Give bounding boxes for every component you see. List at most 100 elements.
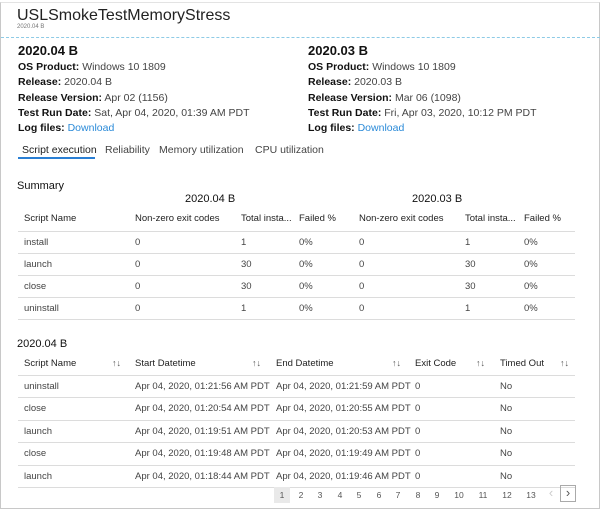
summary-heading: Summary [17,180,65,192]
info-label: Log files: [308,122,355,135]
summary-column-header[interactable]: Non-zero exit codes [135,213,220,224]
summary-cell: 0 [135,259,141,270]
details-column-header[interactable]: Script Name [24,358,77,369]
details-column-header[interactable]: Timed Out [500,358,544,369]
page-button-4[interactable]: 4 [337,490,343,500]
info-value: 2020.03 B [354,76,403,89]
info-value: Windows 10 1809 [372,61,456,73]
info-row: OS Product: Windows 10 1809 [18,60,250,75]
details-cell: Apr 04, 2020, 01:21:56 AM PDT [135,381,270,392]
info-row: Release: 2020.04 B [18,75,250,90]
summary-cell: 1 [465,303,471,314]
details-cell: close [24,403,47,415]
summary-cell: 0% [299,303,313,314]
details-heading: 2020.04 B [17,338,68,350]
summary-cell: 0% [524,259,538,270]
summary-column-header[interactable]: Failed % [299,213,336,224]
summary-cell: install [24,237,49,248]
next-page-icon[interactable]: › [560,485,576,502]
header-divider [1,37,600,38]
info-row: Test Run Date: Sat, Apr 04, 2020, 01:39 … [18,106,250,121]
summary-column-header[interactable]: Script Name [24,213,77,224]
page-button-9[interactable]: 9 [434,490,440,500]
row-divider [18,464,575,466]
details-cell: uninstall [24,381,59,392]
page-button-13[interactable]: 13 [526,490,536,500]
row-divider [18,442,575,444]
summary-cell: 0% [524,281,538,292]
summary-column-header[interactable]: Total insta... [241,213,292,224]
page-button-8[interactable]: 8 [415,490,421,500]
details-column-header[interactable]: End Datetime [276,358,334,369]
details-cell: Apr 04, 2020, 01:20:53 AM PDT [276,425,411,437]
page-button-1[interactable]: 1 [274,487,290,503]
page-subtitle: 2020.04 B [17,24,45,30]
download-link[interactable]: Download [67,122,115,135]
details-cell: 0 [415,381,421,392]
row-divider [18,297,575,298]
details-cell: 0 [415,470,421,482]
info-row: Release Version: Apr 02 (1156) [18,91,250,106]
page-button-5[interactable]: 5 [356,490,362,500]
page-title: USLSmokeTestMemoryStress [17,7,231,24]
summary-cell: 0 [359,303,365,314]
sort-icon[interactable]: ↑↓ [392,358,401,368]
info-row: Release: 2020.03 B [308,75,537,90]
details-cell: Apr 04, 2020, 01:20:54 AM PDT [135,403,270,415]
row-divider [18,397,575,399]
tab-script-execution[interactable]: Script execution [22,144,97,156]
row-divider [18,253,575,254]
info-label: OS Product: [18,61,80,73]
download-link[interactable]: Download [357,122,405,135]
summary-cell: 0 [359,259,365,270]
sort-icon[interactable]: ↑↓ [560,358,569,368]
info-label: Release: [308,76,352,89]
info-label: Test Run Date: [18,106,92,119]
details-cell: No [500,470,513,482]
page-button-10[interactable]: 10 [454,490,464,500]
summary-column-header[interactable]: Non-zero exit codes [359,213,444,224]
info-label: Release Version: [18,91,103,104]
page-button-2[interactable]: 2 [298,490,304,500]
row-divider [18,375,575,376]
page-button-12[interactable]: 12 [502,490,512,500]
build-info-1: 2020.03 B OS Product: Windows 10 1809 Rele… [308,43,537,136]
details-cell: launch [24,470,52,482]
tab-cpu-utilization[interactable]: CPU utilization [255,144,324,156]
details-column-header[interactable]: Start Datetime [135,358,196,369]
summary-cell: 0% [299,237,313,248]
info-row: Log files: Download [308,121,537,136]
details-cell: 0 [415,425,421,437]
tab-reliability[interactable]: Reliability [105,144,150,156]
summary-column-header[interactable]: Failed % [524,213,561,224]
info-value: 2020.04 B [64,76,113,89]
summary-column-header[interactable]: Total insta... [465,213,516,224]
page-button-11[interactable]: 11 [478,490,488,500]
page-button-7[interactable]: 7 [395,490,401,500]
summary-group-b: 2020.03 B [412,193,463,205]
info-label: Release Version: [308,91,393,104]
row-divider [18,231,575,232]
page-button-6[interactable]: 6 [376,490,382,500]
summary-cell: 0 [359,281,365,292]
details-cell: launch [24,425,52,437]
info-label: Release: [18,76,62,89]
details-cell: Apr 04, 2020, 01:19:51 AM PDT [135,425,270,437]
info-value: Fri, Apr 03, 2020, 10:12 PM PDT [384,106,537,119]
details-cell: No [500,448,513,460]
info-value: Sat, Apr 04, 2020, 01:39 AM PDT [94,106,250,119]
details-cell: Apr 04, 2020, 01:18:44 AM PDT [135,470,270,482]
page-button-3[interactable]: 3 [317,490,323,500]
details-cell: Apr 04, 2020, 01:21:59 AM PDT [276,381,411,392]
details-cell: Apr 04, 2020, 01:19:46 AM PDT [276,470,411,482]
prev-page-icon[interactable]: ‹ [548,485,554,500]
sort-icon[interactable]: ↑↓ [252,358,261,368]
info-label: Log files: [18,122,65,135]
row-divider [18,419,575,421]
summary-group-a: 2020.04 B [185,193,236,205]
sort-icon[interactable]: ↑↓ [112,358,121,368]
sort-icon[interactable]: ↑↓ [476,358,485,368]
summary-cell: 0% [299,281,313,292]
tab-memory-utilization[interactable]: Memory utilization [159,144,244,156]
details-column-header[interactable]: Exit Code [415,358,457,369]
